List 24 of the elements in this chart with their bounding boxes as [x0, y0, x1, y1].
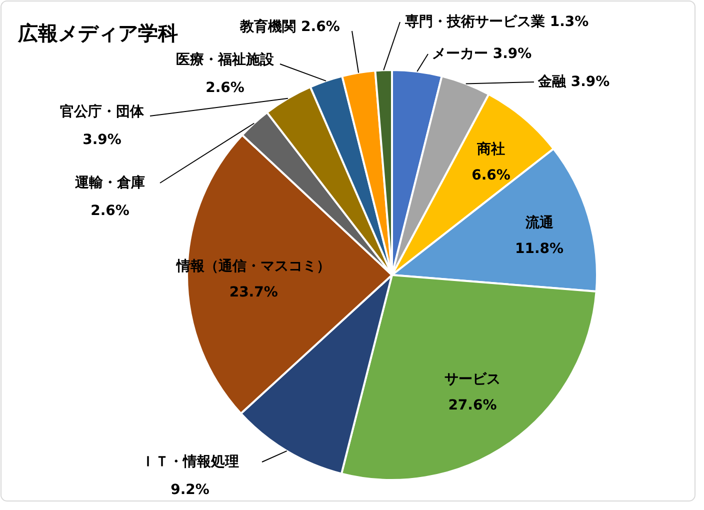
chart-title: 広報メディア学科	[17, 21, 178, 45]
slice-label: 官公庁・団体	[60, 103, 145, 120]
data-label: 1.3%	[550, 14, 589, 30]
data-label: 23.7%	[229, 284, 278, 300]
slice-label: 流通	[524, 214, 554, 231]
data-label: 2.6%	[90, 203, 130, 219]
slice-label: 専門・技術サービス業	[405, 14, 545, 30]
slice-label: メーカー	[432, 46, 488, 62]
data-label: 6.6%	[472, 167, 510, 184]
data-label: 9.2%	[170, 482, 210, 498]
data-label: 27.6%	[448, 398, 497, 414]
data-label: 2.6%	[301, 19, 340, 35]
data-label: 3.9%	[492, 46, 532, 62]
slice-label: ＩＴ・情報処理	[141, 454, 239, 470]
slice-label: 医療・福祉施設	[176, 51, 275, 68]
slice-label: 金融	[538, 74, 566, 90]
slice-label: 教育機関	[240, 19, 296, 35]
slice-label: 商社	[476, 140, 505, 158]
slice-label: サービス	[444, 372, 500, 388]
slice-label: 運輸・倉庫	[74, 174, 145, 191]
data-label: 11.8%	[514, 240, 564, 257]
data-label: 3.9%	[82, 132, 122, 148]
data-label: 3.9%	[570, 74, 610, 90]
data-label: 2.6%	[206, 80, 244, 96]
